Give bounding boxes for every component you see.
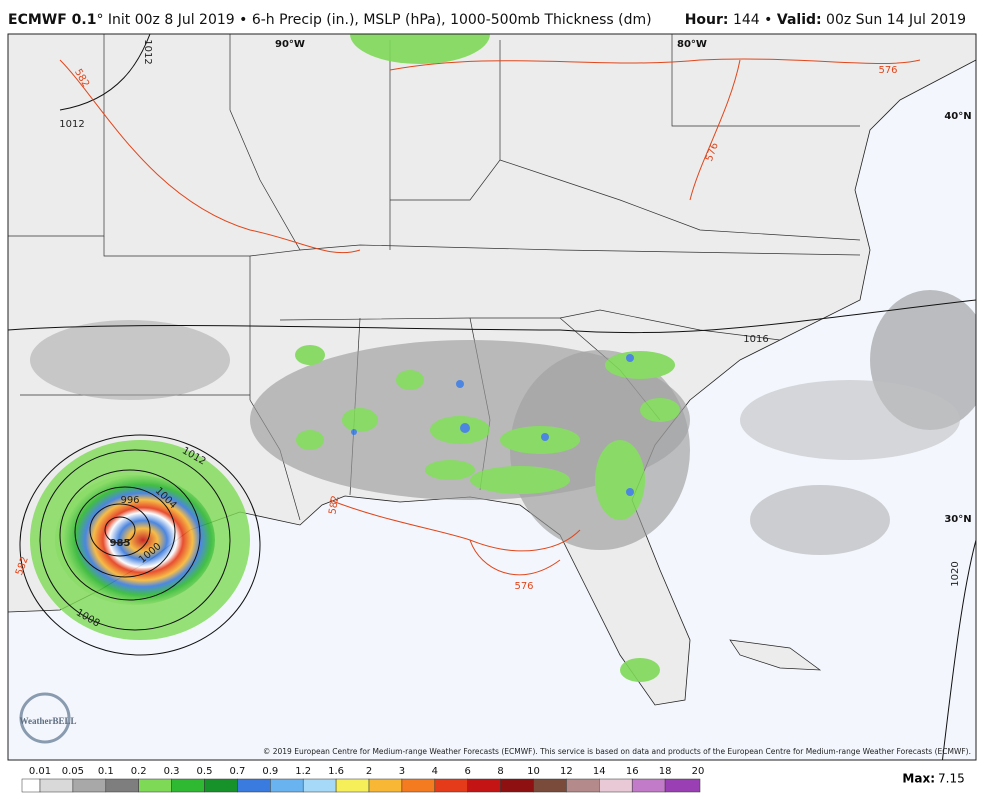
legend-swatch <box>335 778 370 793</box>
max-label: Max: <box>902 772 935 786</box>
legend-label: 1.6 <box>328 766 344 777</box>
contour-label: 582 <box>327 495 341 516</box>
precip <box>30 34 976 682</box>
legend-swatch <box>237 778 271 793</box>
map <box>8 34 976 760</box>
lat-label: 40°N <box>944 111 971 122</box>
header-part: ° Init 00z 8 Jul 2019 • 6-h Precip (in.)… <box>96 12 651 28</box>
legend-label: 10 <box>527 766 540 777</box>
thickness-lines <box>59 58 921 576</box>
cuba <box>729 639 822 671</box>
legend-label: 0.05 <box>62 766 84 777</box>
color-legend: 0.01 0.05 0.1 0.2 0.3 0.5 0.7 0.9 1.2 1.6 2 3 4 6 8 10 1… <box>21 766 705 793</box>
header-left: ECMWF 0.1° Init 00z 8 Jul 2019 • 6-h Pre… <box>8 12 652 28</box>
legend-swatch <box>566 778 600 793</box>
legend-label: 0.1 <box>98 766 114 777</box>
legend-label: 2 <box>366 766 372 777</box>
logo-ring <box>19 692 71 744</box>
header-part: Hour: <box>685 12 729 28</box>
legend-swatch <box>270 778 304 793</box>
legend-label: 0.3 <box>164 766 180 777</box>
header-part: 00z Sun 14 Jul 2019 <box>822 12 966 28</box>
legend-swatch <box>138 778 172 793</box>
legend-label: 4 <box>432 766 438 777</box>
legend-swatch <box>72 778 107 793</box>
header-right: Hour: 144 • Valid: 00z Sun 14 Jul 2019 <box>685 12 966 28</box>
max-value: 7.15 <box>938 772 965 786</box>
legend-label: 3 <box>399 766 405 777</box>
legend-label: 14 <box>593 766 606 777</box>
legend-swatch <box>171 778 205 793</box>
legend-swatch <box>105 778 139 793</box>
legend-swatch <box>302 778 337 793</box>
contour-label: 1012 <box>142 39 153 64</box>
contour-label: 1012 <box>59 119 84 130</box>
contour-label: 576 <box>878 65 897 76</box>
legend-swatch <box>533 778 567 793</box>
legend-label: 20 <box>692 766 705 777</box>
legend-swatch <box>401 778 436 793</box>
lon-label: 90°W <box>275 39 305 50</box>
legend-swatch <box>631 778 666 793</box>
legend-swatch <box>599 778 633 793</box>
legend-swatch <box>21 778 41 793</box>
map-frame <box>7 33 977 761</box>
lon-label: 80°W <box>677 39 707 50</box>
legend-swatch <box>368 778 403 793</box>
legend-label: 18 <box>659 766 672 777</box>
lat-label: 30°N <box>944 514 971 525</box>
legend-swatch <box>434 778 468 793</box>
legend-label: 0.2 <box>131 766 147 777</box>
header-part: ECMWF 0.1 <box>8 12 96 28</box>
legend-label: 0.9 <box>262 766 278 777</box>
header-part: Valid: <box>777 12 822 28</box>
legend-label: 16 <box>626 766 639 777</box>
legend-swatch <box>467 778 501 793</box>
legend-label: 12 <box>560 766 573 777</box>
contour-label: 996 <box>120 495 139 506</box>
legend-label: 1.2 <box>295 766 311 777</box>
contour-label: 1020 <box>950 561 961 586</box>
legend-label: 8 <box>497 766 503 777</box>
header: ECMWF 0.1° Init 00z 8 Jul 2019 • 6-h Pre… <box>8 12 966 28</box>
legend-swatch <box>204 778 238 793</box>
contour-label: 1016 <box>743 334 768 345</box>
logo: WeatherBELL <box>19 716 76 726</box>
contour-label: 985 <box>110 538 131 549</box>
isobars <box>8 34 976 760</box>
header-part: 144 • <box>729 12 777 28</box>
legend-label: 0.01 <box>29 766 51 777</box>
copyright: © 2019 European Centre for Medium-range … <box>263 747 971 756</box>
legend-label: 0.5 <box>197 766 213 777</box>
legend-swatch <box>39 778 74 793</box>
legend-swatch <box>664 778 701 793</box>
legend-swatch <box>500 778 534 793</box>
legend-label: 6 <box>465 766 471 777</box>
contour-label: 576 <box>514 581 533 592</box>
legend-label: 0.7 <box>229 766 245 777</box>
